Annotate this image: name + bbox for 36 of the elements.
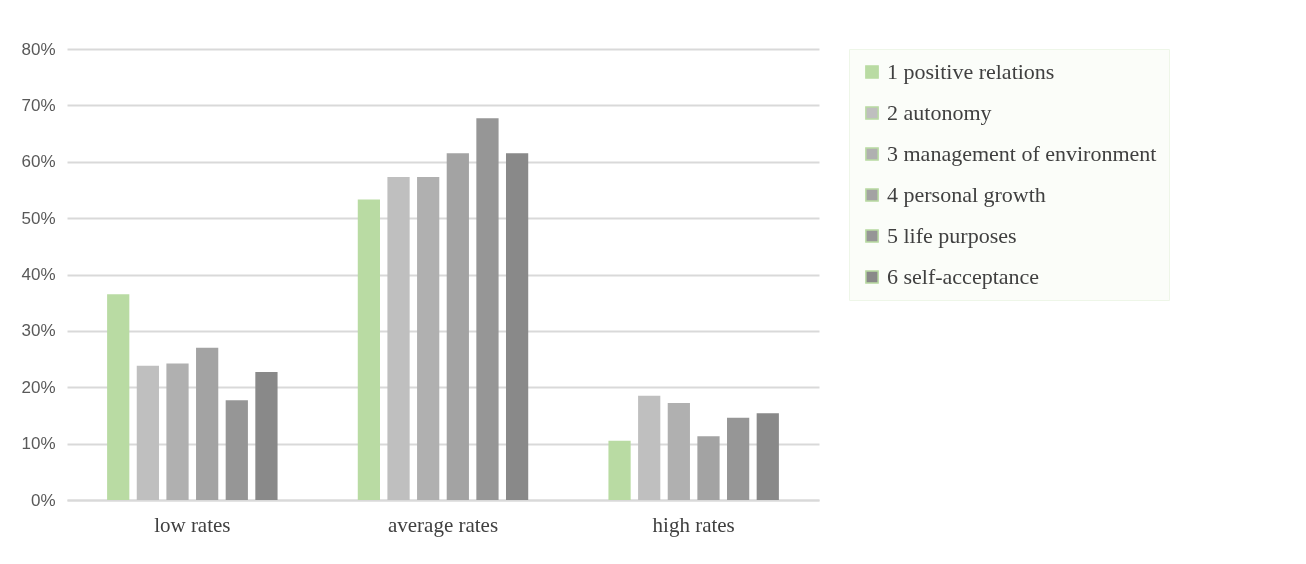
legend-label: 2 autonomy [887,100,992,125]
x-tick-label: low rates [154,512,231,537]
bar [727,417,750,500]
bar [255,372,278,500]
y-tick-label: 40% [21,265,56,284]
bar [638,395,661,500]
bar [387,176,410,500]
y-tick-label: 80% [21,39,56,59]
y-tick-label: 70% [21,95,56,115]
bar [476,118,499,500]
bar [505,153,529,500]
x-tick-label: average rates [387,512,499,537]
bar [166,363,189,500]
bar [417,176,440,500]
bar [136,365,159,500]
y-tick-label: 20% [21,377,56,397]
legend-label: 3 management of environment [887,141,1157,166]
bar [225,400,248,500]
legend-label: 6 self-acceptance [887,264,1040,289]
bar [196,347,219,500]
bar [756,413,779,500]
legend-label: 5 life purposes [887,223,1017,248]
y-tick-label: 0% [30,490,56,510]
bar [608,440,631,500]
y-tick-label: 60% [21,152,56,172]
bar [107,294,130,500]
bar [697,436,720,500]
bar [446,153,469,500]
y-tick-label: 50% [21,208,56,228]
y-tick-label: 10% [21,434,56,454]
y-tick-label: 30% [21,321,56,341]
legend-label: 4 personal growth [887,182,1046,207]
legend-label: 1 positive relations [887,59,1055,84]
bar [667,403,690,500]
bar [357,199,381,500]
x-tick-label: high rates [652,512,735,537]
